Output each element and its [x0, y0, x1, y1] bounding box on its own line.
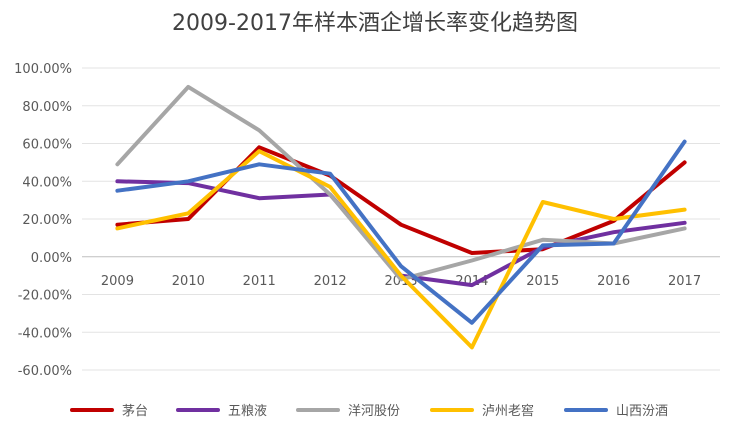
legend-item: 洋河股份: [296, 404, 400, 419]
series-line: [115, 179, 687, 288]
x-tick-label: 2012: [314, 274, 347, 289]
chart-title: 2009-2017年样本酒企增长率变化趋势图: [172, 11, 578, 36]
y-tick-label: 0.00%: [31, 251, 72, 266]
y-tick-label: 20.00%: [22, 213, 72, 228]
x-tick-label: 2017: [668, 274, 701, 289]
y-tick-label: 80.00%: [22, 100, 72, 115]
x-tick-label: 2015: [526, 274, 559, 289]
y-axis-tick-labels: 100.00% 80.00% 60.00% 40.00% 20.00% 0.00% -20.…: [14, 62, 72, 379]
x-tick-label: 2016: [597, 274, 630, 289]
y-tick-label: 40.00%: [22, 175, 72, 190]
x-tick-label: 2010: [172, 274, 205, 289]
x-tick-label: 2009: [101, 274, 134, 289]
x-axis-tick-labels: 2009 2010 2011 2012 2013 2014 2015 2016 2017: [101, 274, 701, 289]
y-tick-label: -60.00%: [18, 364, 72, 379]
series-line: [115, 149, 687, 350]
x-tick-label: 2011: [243, 274, 276, 289]
legend-label: 山西汾酒: [616, 404, 668, 419]
y-tick-label: 100.00%: [14, 62, 72, 77]
legend-item: 茅台: [70, 404, 148, 419]
legend-item: 五粮液: [176, 404, 267, 419]
legend-label: 茅台: [122, 404, 148, 419]
legend-label: 泸州老窖: [482, 403, 534, 419]
series-lines: [115, 84, 687, 350]
series-line: [115, 139, 687, 325]
y-tick-label: -20.00%: [18, 289, 72, 304]
legend-item: 山西汾酒: [564, 404, 668, 419]
y-tick-label: -40.00%: [18, 326, 72, 341]
legend: 茅台 五粮液 洋河股份 泸州老窖 山西汾酒: [70, 403, 668, 419]
legend-label: 洋河股份: [348, 404, 400, 419]
legend-label: 五粮液: [228, 404, 267, 419]
y-tick-label: 60.00%: [22, 138, 72, 153]
series-line: [115, 84, 687, 282]
legend-item: 泸州老窖: [430, 403, 534, 419]
